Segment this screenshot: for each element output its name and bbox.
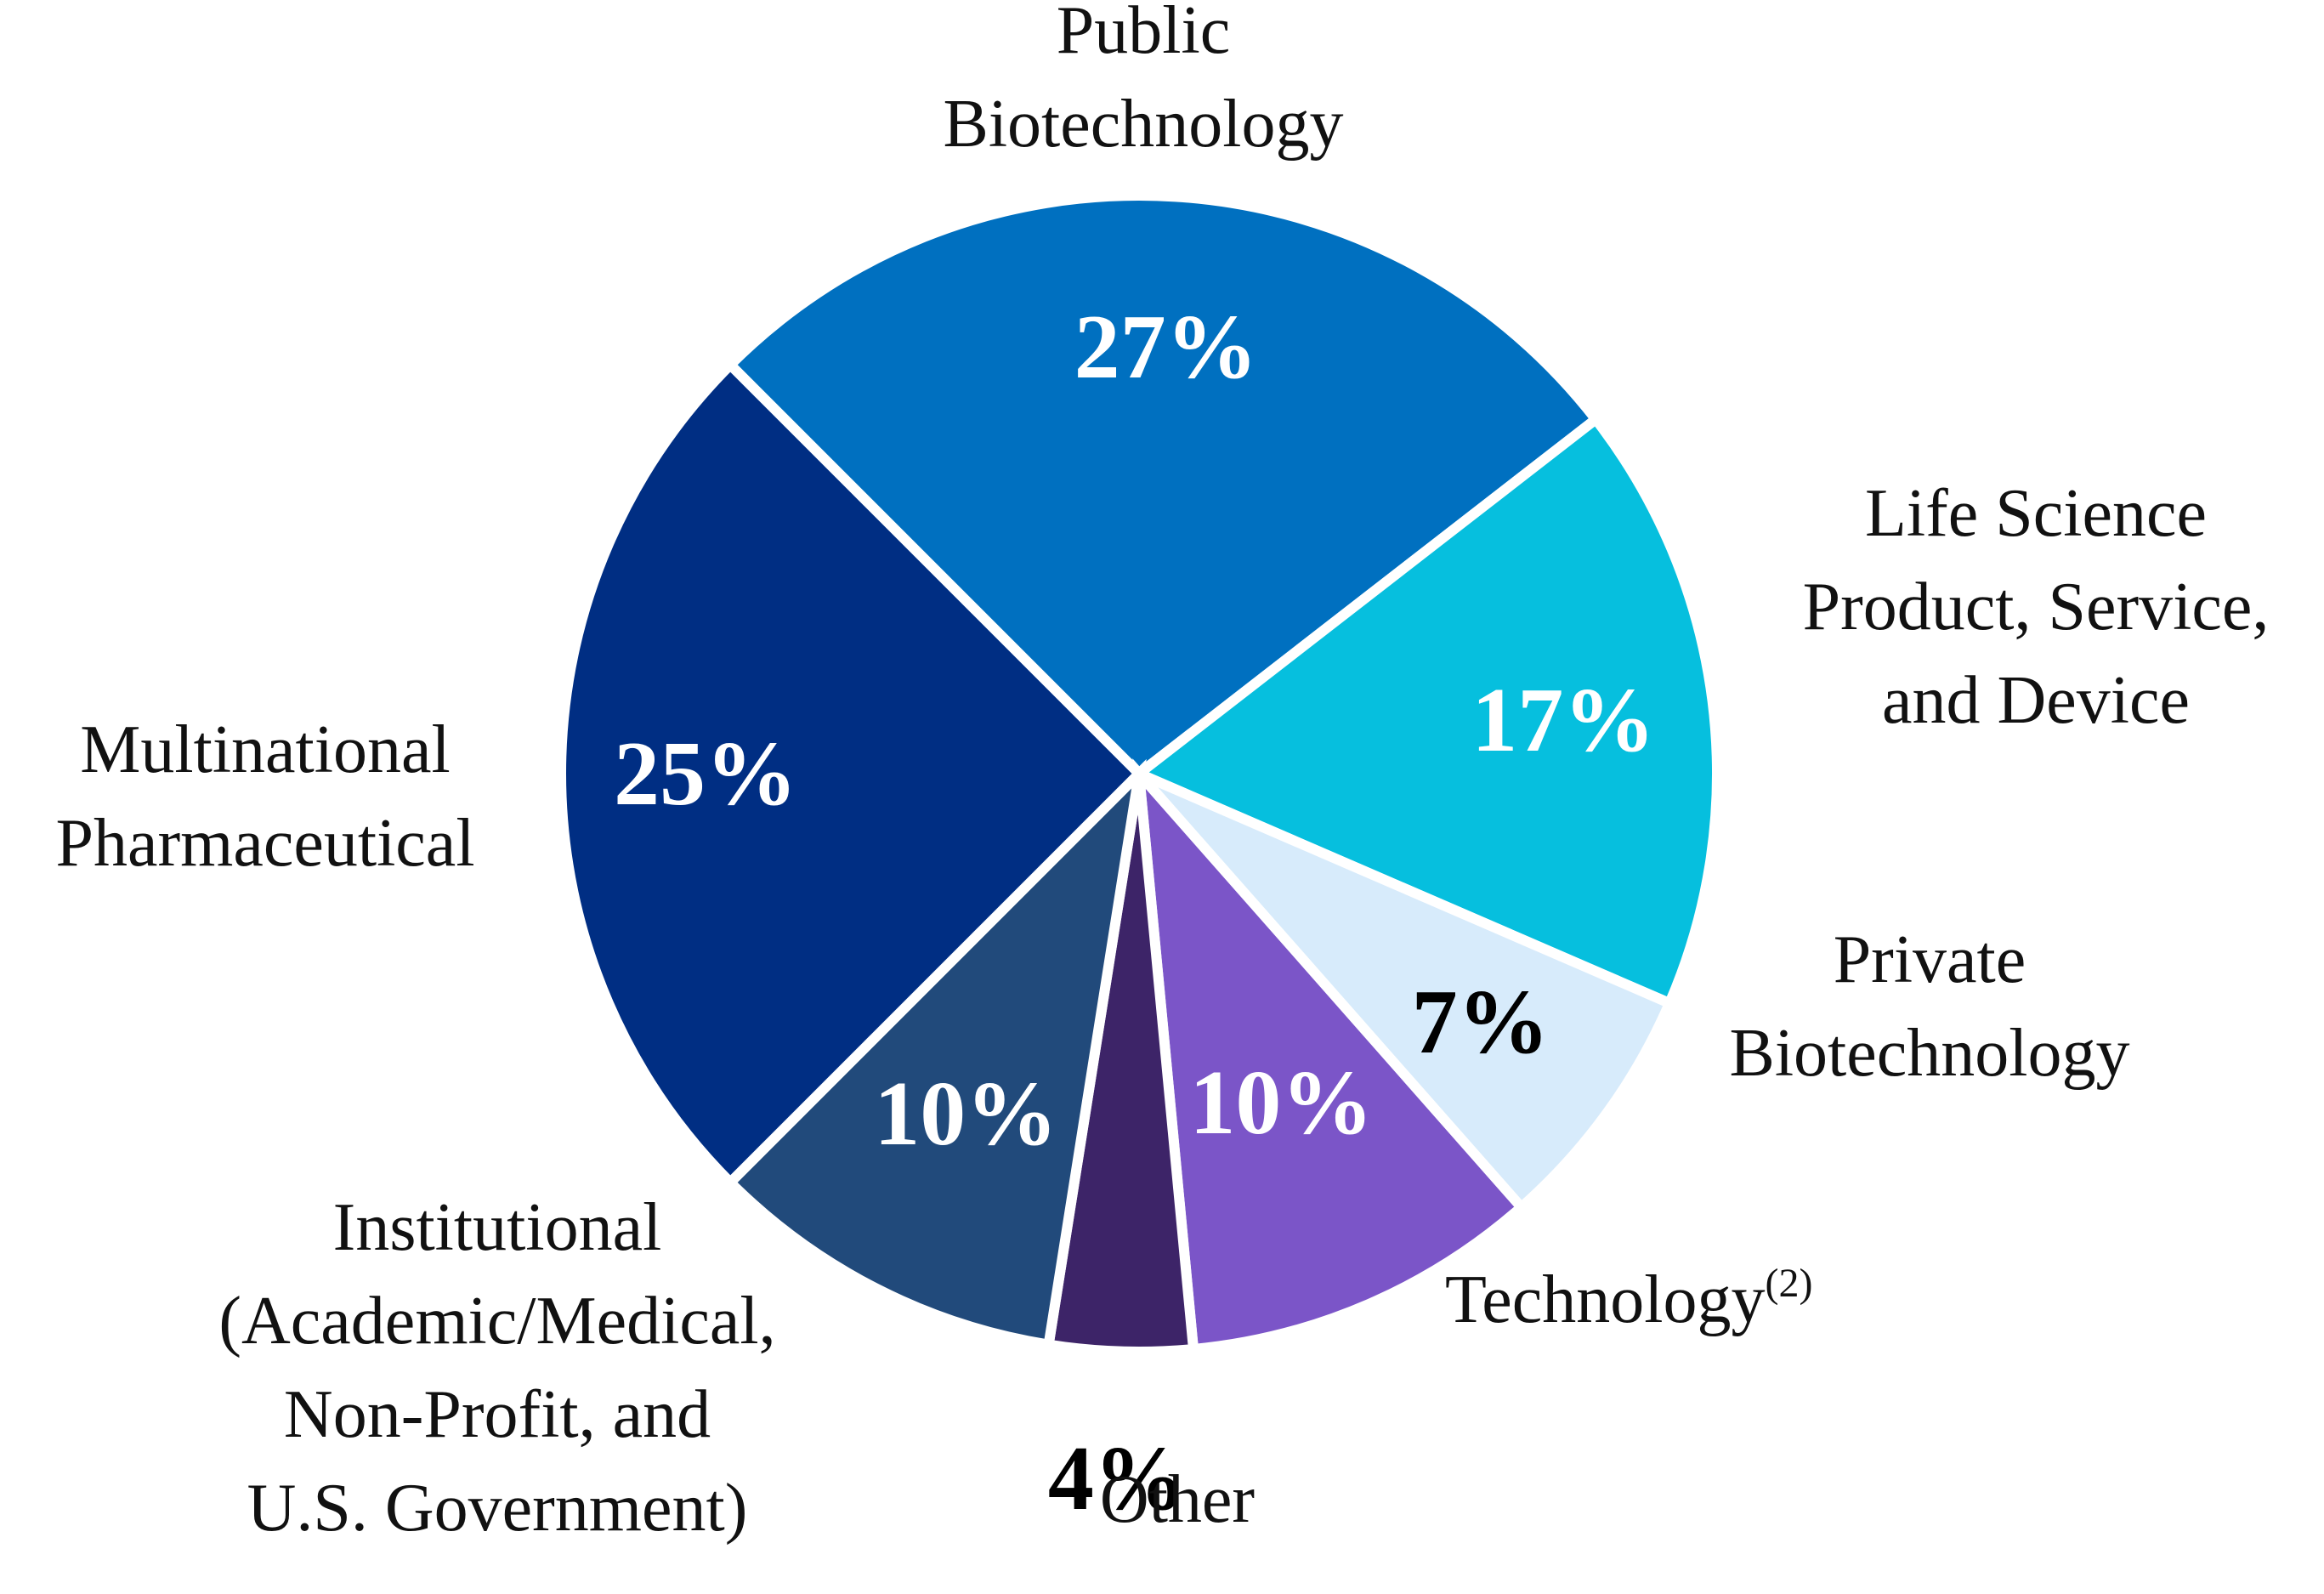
category-label-public-biotechnology: Public Biotechnology [943,0,1343,162]
slice-multinational-pharmaceutical [556,357,1147,1190]
percentage-labels: 27% 17% 7% 10% 4% 10% 25% [614,297,1655,1529]
category-label-institutional-academic-medical-non-profit-and-u-s-government: Institutional (Academic/Medical, Non-Profi… [218,1190,775,1546]
category-label-life-science-product-service-and-device: Life Science Product, Service, and Device [1803,476,2270,738]
slice-technology [1132,758,1529,1355]
value-label-life-science-product-service-and-device: 17% [1471,670,1655,771]
value-label-technology: 10% [1189,1052,1373,1154]
slice-institutional-academic-medical-non-profit-and-u-s-government [723,758,1147,1351]
slice-life-science-product-service-and-device [1129,411,1722,1010]
category-label-multinational-pharmaceutical: Multinational Pharmaceutical [55,712,474,881]
value-label-institutional-academic-medical-non-profit-and-u-s-government: 10% [874,1064,1057,1165]
value-label-other: 4% [1048,1428,1186,1529]
value-label-multinational-pharmaceutical: 25% [614,723,797,825]
value-label-private-biotechnology: 7% [1412,972,1550,1073]
footnote-superscript: (2) [1766,1261,1813,1306]
value-label-public-biotechnology: 27% [1074,297,1258,398]
category-label-private-biotechnology: Private Biotechnology [1729,922,2129,1091]
slice-private-biotechnology [1135,769,1676,1215]
pie-slices [556,190,1722,1357]
category-labels: Public Biotechnology Life Science Product, … [55,0,2269,1546]
category-label-technology: Technology(2) [1445,1261,1813,1337]
slice-public-biotechnology [723,190,1603,780]
category-label-other: Other [1100,1462,1255,1537]
